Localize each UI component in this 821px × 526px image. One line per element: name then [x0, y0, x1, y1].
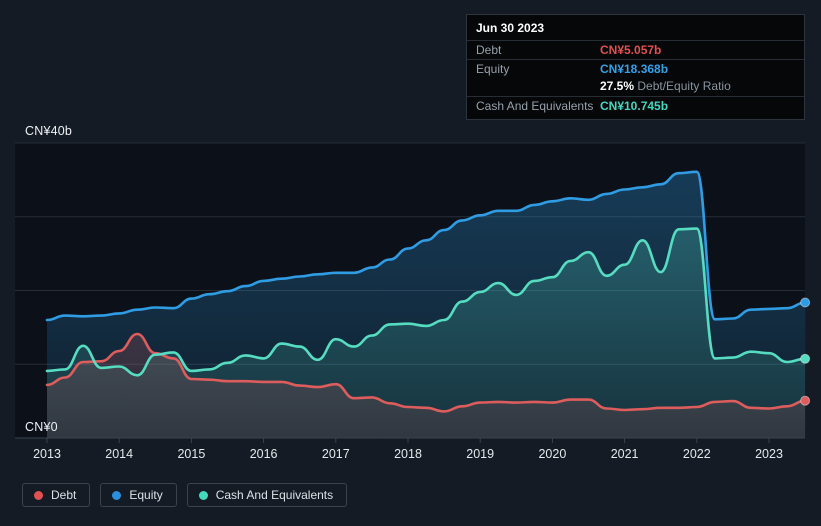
- tooltip-cash-label: Cash And Equivalents: [476, 99, 594, 113]
- debt-legend-dot-icon: [34, 490, 43, 500]
- legend: Debt Equity Cash And Equivalents: [22, 483, 348, 507]
- x-tick-label-2017: 2017: [321, 447, 350, 461]
- tooltip-debt-value: CN¥5.057b: [600, 43, 662, 57]
- x-tick-label-2022: 2022: [682, 447, 711, 461]
- cash-endpoint-marker[interactable]: [800, 353, 811, 364]
- cash-and-equivalents-legend-dot-icon: [198, 490, 208, 500]
- tooltip-row-equity: Equity CN¥18.368b: [467, 59, 804, 78]
- debt-area: [47, 334, 806, 438]
- equity-endpoint-marker[interactable]: [800, 297, 811, 308]
- tooltip-debt-label: Debt: [476, 43, 502, 57]
- tooltip-date: Jun 30 2023: [476, 21, 545, 35]
- tooltip-ratio-label: Debt/Equity Ratio: [637, 79, 731, 93]
- legend-item-label: Cash And Equivalents: [215, 488, 334, 502]
- x-tick-label-2020: 2020: [538, 447, 567, 461]
- x-tick-label-2021: 2021: [610, 447, 639, 461]
- legend-item-debt[interactable]: Debt: [22, 483, 91, 507]
- x-tick-label-2018: 2018: [394, 447, 422, 461]
- debt-endpoint-marker[interactable]: [800, 395, 811, 406]
- tooltip-cash-value: CN¥10.745b: [600, 99, 669, 113]
- x-tick-label-2015: 2015: [177, 447, 206, 461]
- x-tick-label-2023: 2023: [755, 447, 783, 461]
- tooltip-equity-value: CN¥18.368b: [600, 62, 669, 76]
- tooltip-row-debt: Debt CN¥5.057b: [467, 40, 804, 59]
- x-tick-label-2019: 2019: [466, 447, 495, 461]
- debt-line: [45, 332, 807, 413]
- legend-item-equity[interactable]: Equity: [100, 483, 177, 507]
- legend-item-label: Debt: [51, 488, 77, 502]
- legend-item-label: Equity: [129, 488, 163, 502]
- equity-legend-dot-icon: [112, 490, 122, 500]
- cash-line: [45, 227, 807, 377]
- tooltip-equity-label: Equity: [476, 62, 510, 76]
- y-axis-bottom-label: CN¥0: [25, 420, 58, 434]
- tooltip-ratio: 27.5% Debt/Equity Ratio: [600, 79, 794, 93]
- x-tick-label-2014: 2014: [105, 447, 134, 461]
- equity-line: [45, 170, 807, 322]
- legend-item-cash-and-equivalents[interactable]: Cash And Equivalents: [186, 483, 348, 507]
- tooltip-ratio-value: 27.5%: [600, 79, 635, 93]
- x-tick-label-2016: 2016: [249, 447, 278, 461]
- tooltip: Jun 30 2023 Debt CN¥5.057b Equity CN¥18.…: [466, 14, 805, 120]
- y-axis-top-label: CN¥40b: [25, 124, 73, 138]
- tooltip-row-ratio: 27.5% Debt/Equity Ratio: [467, 78, 804, 96]
- tooltip-row-cash: Cash And Equivalents CN¥10.745b: [467, 96, 804, 119]
- x-tick-label-2013: 2013: [33, 447, 61, 461]
